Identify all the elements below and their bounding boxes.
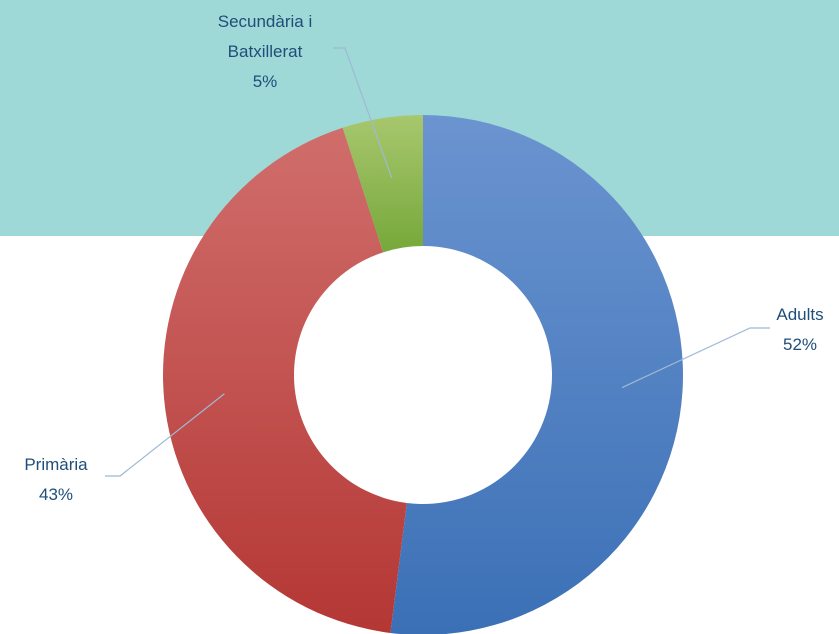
leader-line [105,393,225,477]
data-label: Secundària i Batxillerat 5% [190,7,340,97]
donut-slice [342,115,423,253]
label-value: 43% [38,485,74,504]
leader-line [621,327,770,389]
label-name: Secundària i Batxillerat [217,12,313,61]
label-name: Adults [776,305,824,324]
data-label: Adults 52% [740,300,839,360]
donut-slice [162,127,407,633]
label-value: 5% [252,72,278,91]
donut-slice [390,115,683,634]
label-name: Primària [24,455,88,474]
label-value: 52% [782,335,818,354]
data-label: Primària 43% [0,450,112,510]
leader-line [333,47,393,179]
